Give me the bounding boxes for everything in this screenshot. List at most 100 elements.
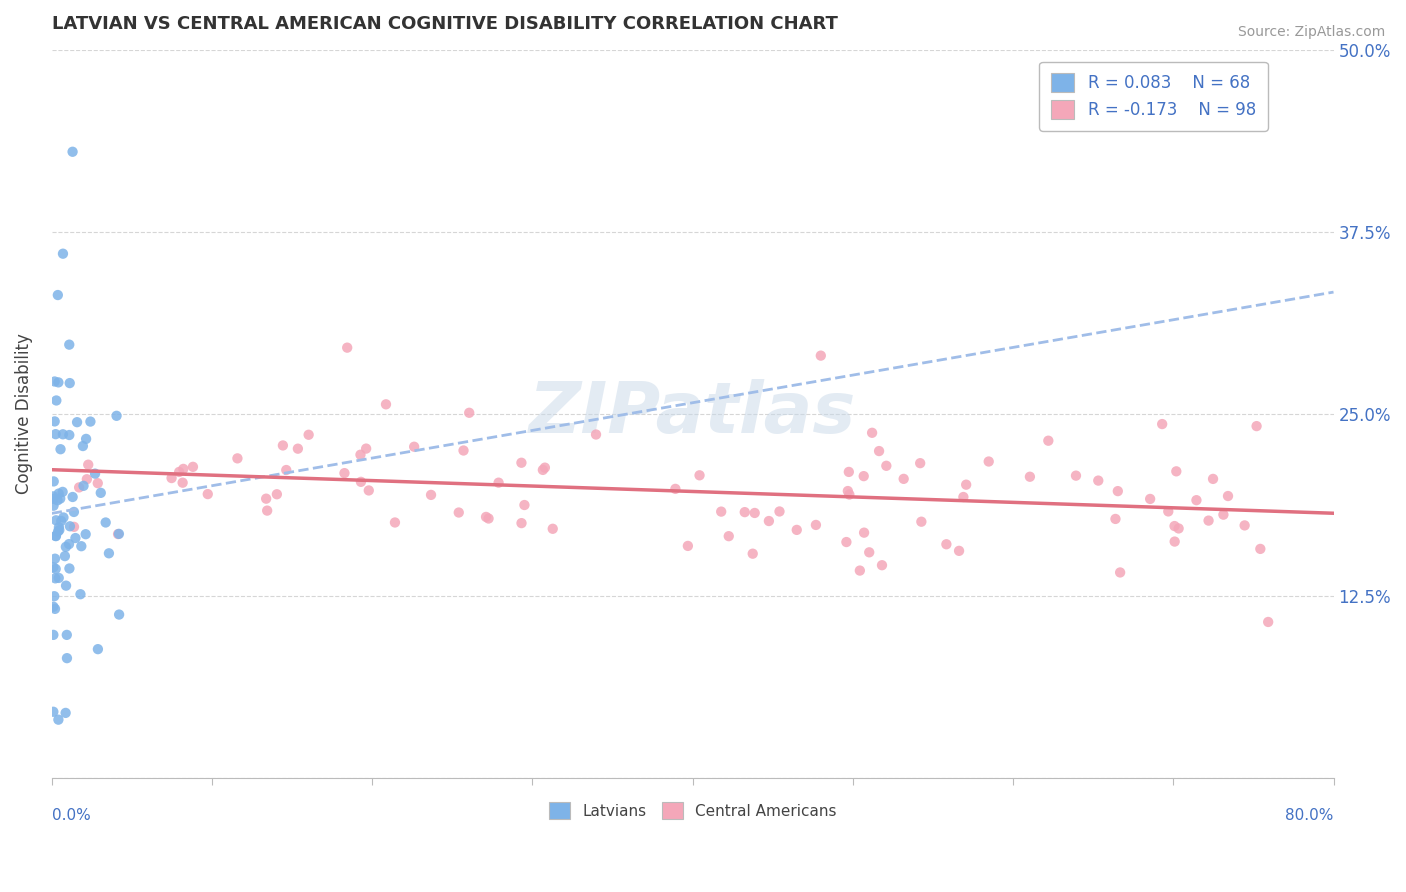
Point (875, 458, 897, 473)
Point (676, 539, 699, 553)
Point (87, 642, 110, 657)
Point (172, 475, 194, 490)
Point (868, 444, 890, 458)
Point (453, 443, 475, 458)
Point (1104, 512, 1126, 526)
Text: 0.0%: 0.0% (52, 808, 90, 823)
Point (1064, 468, 1087, 483)
Point (420, 488, 443, 502)
Point (48, 523, 70, 537)
Point (893, 472, 915, 486)
Point (488, 475, 510, 490)
Point (108, 607, 131, 622)
Point (105, 409, 128, 423)
Point (513, 498, 536, 512)
Point (585, 427, 607, 442)
Point (42, 491, 65, 506)
Point (56, 628, 79, 642)
Legend: Latvians, Central Americans: Latvians, Central Americans (543, 796, 842, 825)
Point (44, 551, 66, 566)
Point (44, 375, 66, 389)
Point (72, 479, 94, 493)
Point (44, 571, 66, 585)
Point (44, 414, 66, 428)
Point (52, 484, 75, 499)
Point (254, 491, 277, 506)
Point (44, 602, 66, 616)
Point (45, 513, 67, 527)
Point (541, 522, 564, 536)
Point (67, 480, 90, 494)
Point (276, 463, 298, 477)
Point (298, 427, 321, 442)
Point (58, 337, 80, 351)
Point (56, 651, 79, 665)
Point (72, 439, 94, 453)
Point (835, 535, 858, 549)
Point (710, 505, 733, 519)
Text: LATVIAN VS CENTRAL AMERICAN COGNITIVE DISABILITY CORRELATION CHART: LATVIAN VS CENTRAL AMERICAN COGNITIVE DI… (52, 15, 838, 33)
Point (948, 544, 970, 558)
Point (534, 460, 557, 475)
Point (531, 463, 554, 477)
Point (197, 487, 219, 501)
Point (51, 514, 73, 528)
Point (333, 466, 356, 480)
Point (46, 493, 69, 508)
Point (46, 524, 69, 539)
Point (1257, 615, 1279, 629)
Point (384, 516, 406, 530)
Point (45, 529, 67, 543)
Point (354, 442, 377, 456)
Point (97, 546, 120, 560)
Point (48, 713, 70, 727)
Point (58, 428, 80, 442)
Point (1152, 417, 1174, 431)
Point (62, 490, 84, 504)
Point (45, 562, 67, 576)
Point (952, 490, 974, 504)
Point (63, 520, 86, 534)
Point (350, 475, 373, 489)
Text: 80.0%: 80.0% (1285, 808, 1333, 823)
Point (45, 393, 67, 408)
Point (1038, 434, 1060, 448)
Point (49, 442, 72, 457)
Point (226, 451, 249, 466)
Point (734, 505, 756, 519)
Point (375, 397, 398, 411)
Point (336, 341, 359, 355)
Point (1216, 489, 1239, 503)
Point (689, 468, 711, 483)
Point (1185, 493, 1208, 508)
Point (447, 506, 470, 520)
Point (90, 486, 112, 500)
Point (42, 489, 65, 503)
Point (1202, 472, 1225, 486)
Point (935, 537, 957, 551)
Point (287, 442, 309, 456)
Point (860, 425, 883, 440)
Point (167, 465, 190, 479)
Point (55, 579, 77, 593)
Point (1249, 541, 1271, 556)
Point (955, 477, 977, 491)
Point (1163, 519, 1185, 533)
Point (741, 547, 763, 561)
Point (181, 459, 204, 474)
Point (65, 531, 87, 545)
Point (70, 539, 93, 553)
Point (108, 527, 131, 541)
Point (404, 440, 426, 454)
Point (55, 540, 77, 554)
Point (838, 465, 860, 479)
Point (1212, 508, 1234, 522)
Point (75, 432, 97, 446)
Point (271, 438, 294, 452)
Point (79, 415, 101, 429)
Point (852, 469, 875, 483)
Point (1087, 474, 1109, 488)
Point (44, 589, 66, 603)
Point (107, 527, 129, 541)
Point (357, 483, 380, 498)
